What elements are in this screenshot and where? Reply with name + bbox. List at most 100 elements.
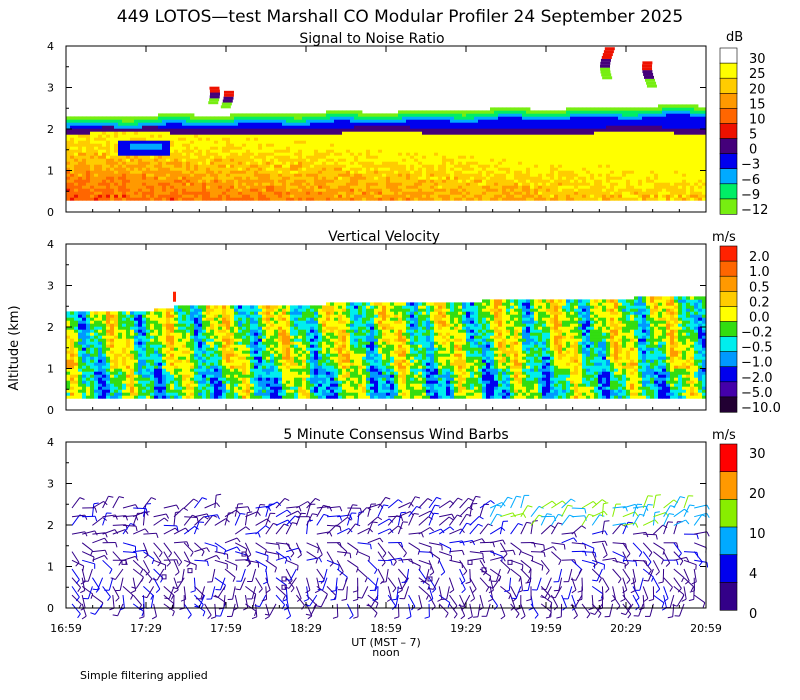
snr-cell: [110, 173, 115, 177]
snr-cell: [522, 119, 527, 123]
snr-cell: [570, 122, 575, 126]
snr-cell: [338, 188, 343, 192]
snr-cell: [454, 134, 459, 138]
snr-cell: [166, 140, 171, 144]
snr-cell: [122, 164, 127, 168]
snr-cell: [494, 158, 499, 162]
snr-cell: [218, 143, 223, 147]
snr-cell: [646, 134, 651, 138]
snr-cell: [90, 197, 95, 201]
snr-cell: [342, 149, 347, 153]
velocity-cell: [70, 374, 75, 378]
snr-cell: [426, 119, 431, 123]
snr-cell: [394, 176, 399, 180]
snr-cell: [186, 194, 191, 198]
snr-cell: [150, 179, 155, 183]
snr-cell: [622, 197, 627, 201]
snr-cell: [526, 119, 531, 123]
snr-cell: [202, 167, 207, 171]
snr-cell: [446, 167, 451, 171]
snr-cell: [650, 188, 655, 192]
snr-cell: [634, 113, 639, 117]
snr-cell: [670, 155, 675, 159]
snr-cell: [202, 149, 207, 153]
snr-cell: [646, 197, 651, 201]
snr-cell: [438, 188, 443, 192]
snr-cell: [358, 197, 363, 201]
snr-cell: [318, 185, 323, 189]
snr-cell: [458, 125, 463, 129]
snr-cell: [102, 170, 107, 174]
snr-cell: [246, 119, 251, 123]
snr-cell: [618, 176, 623, 180]
snr-cell: [506, 137, 511, 141]
snr-cell: [82, 185, 87, 189]
snr-cell: [386, 152, 391, 156]
snr-cell: [434, 131, 439, 135]
snr-cell: [446, 113, 451, 117]
snr-cell: [534, 137, 539, 141]
snr-cell: [282, 155, 287, 159]
snr-cell: [446, 197, 451, 201]
snr-cell: [222, 191, 227, 195]
snr-cell: [510, 152, 515, 156]
snr-cell: [338, 131, 343, 135]
snr-cell: [534, 161, 539, 165]
snr-cell: [674, 173, 679, 177]
snr-cell: [78, 197, 83, 201]
snr-cell: [538, 185, 543, 189]
snr-cell: [334, 173, 339, 177]
snr-cell: [209, 98, 220, 102]
snr-cell: [382, 128, 387, 132]
snr-cell: [346, 116, 351, 120]
snr-cell: [330, 197, 335, 201]
snr-cell: [258, 155, 263, 159]
snr-cell: [66, 173, 71, 177]
snr-cell: [450, 134, 455, 138]
snr-cell: [458, 194, 463, 198]
snr-cell: [510, 131, 515, 135]
snr-cell: [622, 149, 627, 153]
snr-cell: [202, 176, 207, 180]
snr-cell: [646, 140, 651, 144]
snr-cell: [518, 116, 523, 120]
snr-cell: [682, 143, 687, 147]
snr-cell: [646, 110, 651, 114]
snr-cell: [622, 185, 627, 189]
snr-cell: [634, 194, 639, 198]
snr-cell: [618, 116, 623, 120]
snr-cell: [278, 149, 283, 153]
snr-cell: [526, 143, 531, 147]
snr-cell: [458, 170, 463, 174]
snr-cell: [602, 161, 607, 165]
snr-cell: [414, 173, 419, 177]
snr-cell: [178, 164, 183, 168]
snr-cell: [446, 194, 451, 198]
snr-cell: [346, 152, 351, 156]
snr-cell: [462, 176, 467, 180]
snr-cell: [398, 191, 403, 195]
snr-cell: [198, 176, 203, 180]
snr-cell: [570, 170, 575, 174]
snr-cell: [690, 113, 695, 117]
snr-cell: [570, 107, 575, 111]
snr-cell: [282, 116, 287, 120]
snr-cell: [482, 137, 487, 141]
snr-cell: [526, 167, 531, 171]
snr-cell: [354, 188, 359, 192]
snr-cell: [174, 131, 179, 135]
snr-cell: [74, 194, 79, 198]
snr-cell: [82, 164, 87, 168]
snr-cell: [390, 131, 395, 135]
snr-cell: [482, 140, 487, 144]
snr-cell: [646, 158, 651, 162]
snr-cell: [678, 161, 683, 165]
snr-cell: [430, 173, 435, 177]
snr-cell: [306, 128, 311, 132]
snr-cell: [458, 173, 463, 177]
snr-cell: [626, 185, 631, 189]
snr-cell: [246, 185, 251, 189]
velocity-cell: [70, 317, 75, 321]
snr-cell: [158, 185, 163, 189]
snr-cell: [466, 143, 471, 147]
